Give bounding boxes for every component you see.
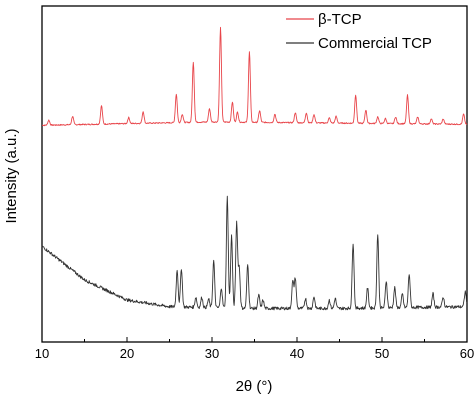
x-tick-label: 20 xyxy=(120,346,134,361)
x-tick-label: 50 xyxy=(375,346,389,361)
legend-label-commercial-tcp: Commercial TCP xyxy=(318,35,432,52)
x-axis-label: 2θ (°) xyxy=(236,378,273,395)
series-line-beta-tcp xyxy=(41,26,468,127)
x-tick-label: 40 xyxy=(290,346,304,361)
x-ticks: 10 20 30 40 50 60 xyxy=(35,337,474,361)
legend: β-TCP Commercial TCP xyxy=(286,11,432,52)
x-tick-label: 60 xyxy=(460,346,474,361)
x-tick-label: 30 xyxy=(205,346,219,361)
series-line-commercial-tcp xyxy=(41,195,468,311)
y-axis-label: Intensity (a.u.) xyxy=(3,128,20,223)
plot-frame xyxy=(41,5,468,343)
series-layer xyxy=(41,26,468,311)
plot-area: 10 20 30 40 50 60 xyxy=(35,5,474,361)
x-tick-label: 10 xyxy=(35,346,49,361)
legend-label-beta-tcp: β-TCP xyxy=(318,11,362,28)
